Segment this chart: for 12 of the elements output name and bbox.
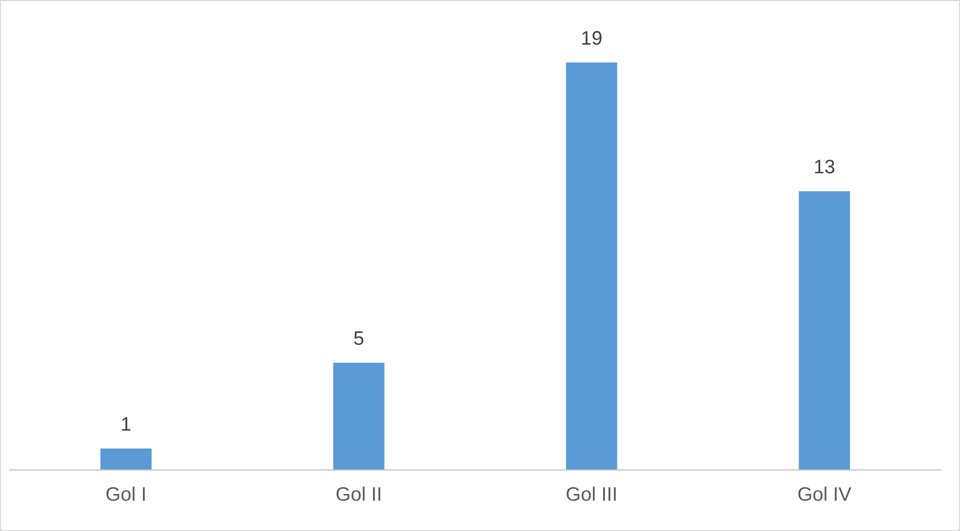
data-label: 5	[354, 331, 364, 345]
x-tick-label: Gol III	[566, 486, 616, 501]
bar	[566, 62, 618, 470]
x-tick-label: Gol I	[106, 486, 145, 501]
data-label: 19	[582, 31, 602, 45]
x-tick-label: Gol II	[336, 486, 380, 501]
bar	[100, 448, 152, 470]
bar	[798, 191, 850, 470]
x-tick-label: Gol IV	[798, 486, 852, 501]
data-label: 1	[122, 417, 130, 431]
bar	[333, 362, 384, 470]
data-label: 13	[815, 160, 834, 174]
